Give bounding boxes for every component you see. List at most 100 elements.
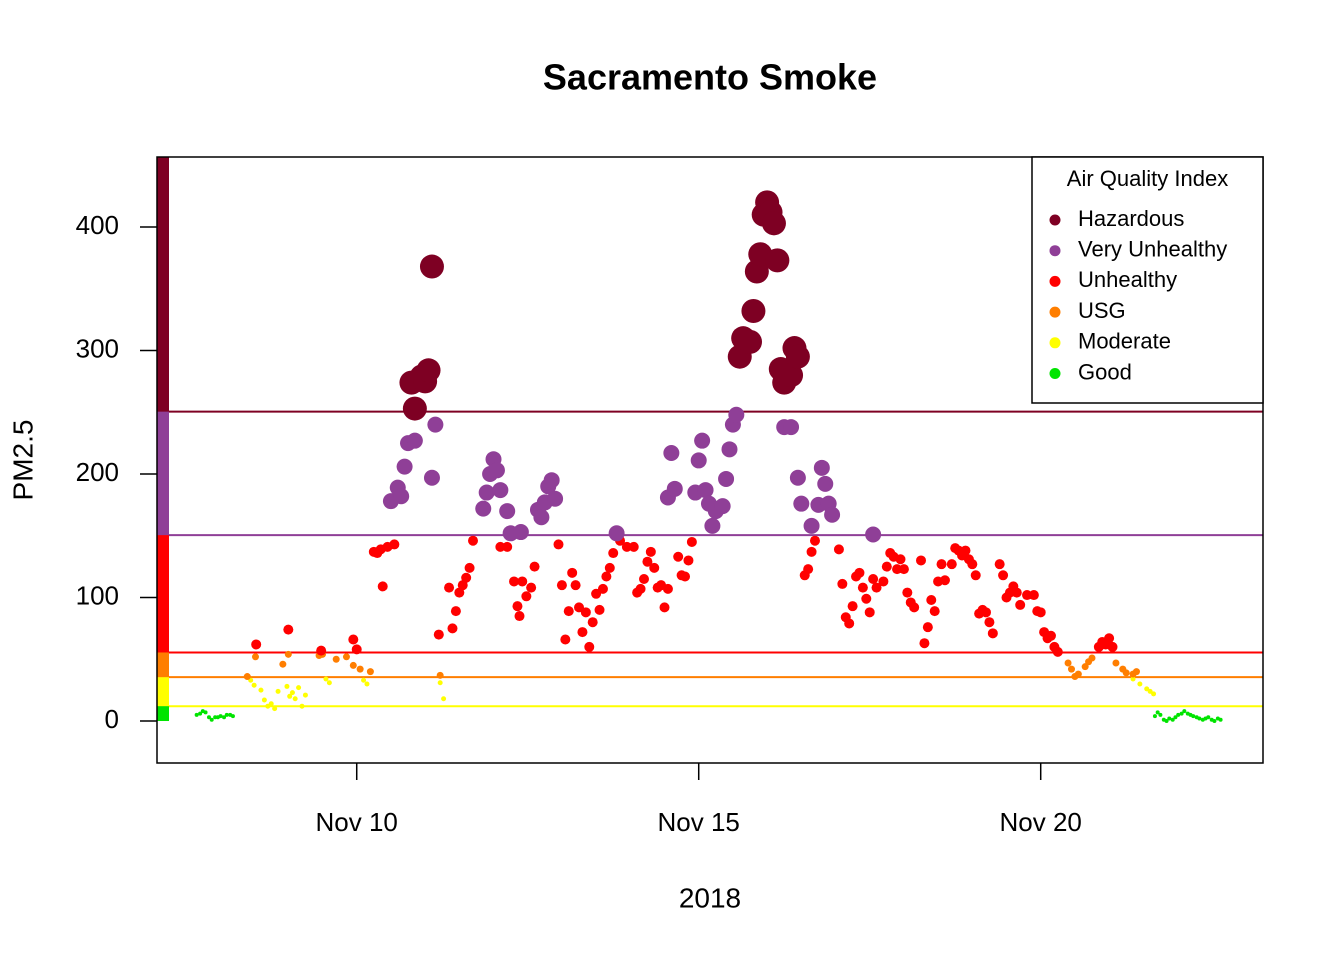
data-point bbox=[785, 344, 810, 369]
data-point bbox=[517, 576, 528, 587]
data-point bbox=[230, 714, 235, 719]
data-point bbox=[881, 561, 892, 572]
data-point bbox=[1112, 659, 1120, 667]
data-point bbox=[543, 472, 560, 489]
data-point bbox=[1155, 710, 1160, 715]
data-point bbox=[662, 583, 673, 594]
y-tick-label: 100 bbox=[76, 580, 119, 610]
aqi-band bbox=[157, 677, 169, 707]
data-point bbox=[433, 629, 444, 640]
data-point bbox=[323, 676, 329, 682]
data-point bbox=[789, 469, 806, 486]
data-point bbox=[1151, 691, 1157, 697]
data-point bbox=[793, 495, 810, 512]
data-point bbox=[1130, 676, 1136, 682]
data-point bbox=[1182, 709, 1187, 714]
data-point bbox=[694, 432, 711, 449]
legend-label: Unhealthy bbox=[1078, 267, 1177, 292]
legend-title: Air Quality Index bbox=[1067, 166, 1228, 191]
data-point bbox=[560, 634, 571, 645]
data-point bbox=[608, 525, 625, 542]
aqi-band bbox=[157, 157, 169, 412]
data-point bbox=[803, 564, 814, 575]
data-point bbox=[837, 578, 848, 589]
data-point bbox=[251, 639, 262, 650]
data-point bbox=[533, 509, 550, 526]
data-point bbox=[587, 617, 598, 628]
data-point bbox=[396, 458, 413, 475]
data-point bbox=[919, 638, 930, 649]
data-point bbox=[1088, 654, 1096, 662]
data-point bbox=[666, 480, 683, 497]
data-point bbox=[857, 582, 868, 593]
data-point bbox=[377, 581, 388, 592]
legend-box bbox=[1031, 156, 1264, 404]
data-point bbox=[779, 363, 804, 388]
data-point bbox=[268, 701, 274, 707]
data-point bbox=[495, 541, 506, 552]
aqi-band bbox=[157, 411, 169, 536]
data-point bbox=[864, 607, 875, 618]
data-point bbox=[316, 645, 327, 656]
data-point bbox=[478, 484, 495, 501]
data-point bbox=[302, 692, 308, 698]
x-tick-label: Nov 15 bbox=[658, 807, 740, 837]
y-tick-label: 200 bbox=[76, 457, 119, 487]
data-point bbox=[570, 580, 581, 591]
data-point bbox=[514, 611, 525, 622]
data-point bbox=[601, 571, 612, 582]
data-point bbox=[803, 517, 820, 534]
data-point bbox=[635, 583, 646, 594]
data-point bbox=[909, 602, 920, 613]
x-axis-label: 2018 bbox=[679, 882, 741, 913]
data-point bbox=[1170, 717, 1175, 722]
data-point bbox=[258, 687, 264, 693]
data-point bbox=[348, 634, 359, 645]
aqi-band bbox=[157, 706, 169, 722]
data-point bbox=[806, 546, 817, 557]
data-point bbox=[967, 559, 978, 570]
data-point bbox=[998, 570, 1009, 581]
data-point bbox=[356, 665, 364, 673]
data-point bbox=[289, 690, 295, 696]
data-point bbox=[526, 582, 537, 593]
data-point bbox=[878, 576, 889, 587]
data-point bbox=[936, 559, 947, 570]
data-point bbox=[499, 503, 516, 520]
data-point bbox=[502, 541, 513, 552]
data-point bbox=[649, 562, 660, 573]
data-point bbox=[332, 655, 340, 663]
data-point bbox=[926, 594, 937, 605]
data-point bbox=[922, 622, 933, 633]
data-point bbox=[1137, 681, 1143, 687]
data-point bbox=[970, 570, 981, 581]
data-point bbox=[261, 697, 267, 703]
data-point bbox=[468, 535, 478, 546]
data-point bbox=[1028, 590, 1039, 601]
data-point bbox=[1045, 630, 1056, 641]
data-point bbox=[638, 573, 649, 584]
data-point bbox=[423, 469, 440, 486]
data-point bbox=[673, 551, 684, 562]
data-point bbox=[567, 567, 578, 578]
data-point bbox=[871, 582, 882, 593]
data-point bbox=[218, 714, 223, 719]
data-point bbox=[809, 535, 820, 546]
data-point bbox=[854, 567, 865, 578]
data-point bbox=[929, 606, 940, 617]
data-point bbox=[659, 602, 670, 613]
data-point bbox=[1081, 663, 1089, 671]
data-point bbox=[1212, 719, 1217, 724]
data-point bbox=[738, 329, 763, 354]
data-point bbox=[366, 668, 374, 676]
data-point bbox=[833, 544, 844, 555]
data-point bbox=[765, 248, 790, 273]
data-point bbox=[861, 593, 872, 604]
data-point bbox=[783, 419, 800, 436]
data-point bbox=[868, 573, 879, 584]
data-point bbox=[521, 591, 532, 602]
data-point bbox=[283, 624, 294, 635]
data-point bbox=[206, 715, 211, 720]
data-point bbox=[916, 555, 927, 566]
